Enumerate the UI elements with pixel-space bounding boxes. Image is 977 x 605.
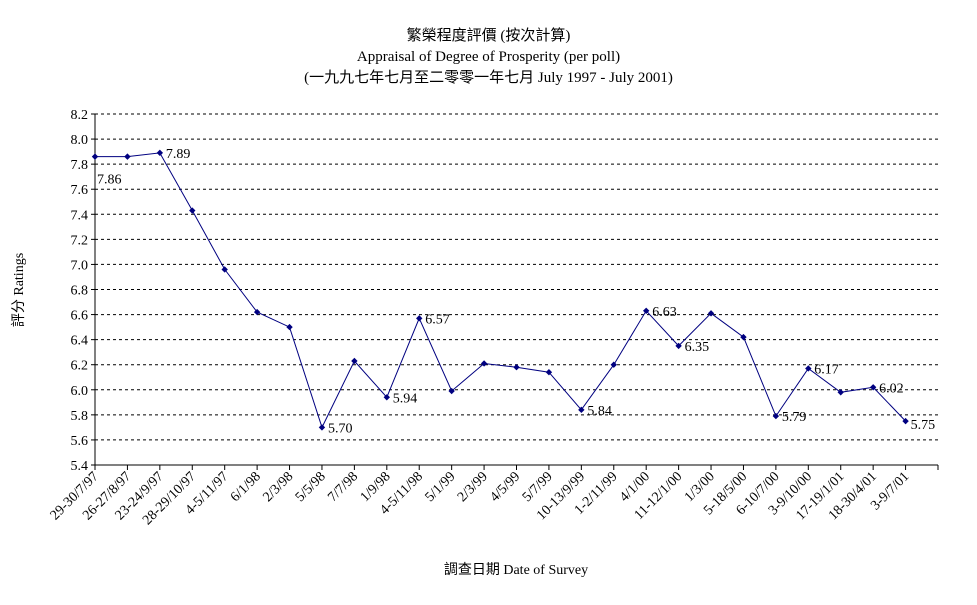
data-point bbox=[448, 387, 455, 395]
y-tick-label: 6.0 bbox=[71, 384, 89, 399]
data-point bbox=[221, 266, 228, 273]
data-point bbox=[772, 412, 780, 420]
x-tick-labels: 29-30/7/9726-27/8/9723-24/9/9728-29/10/9… bbox=[48, 469, 913, 528]
data-point bbox=[156, 149, 164, 157]
data-point bbox=[707, 310, 715, 317]
y-tick-label: 7.4 bbox=[71, 208, 89, 223]
data-point bbox=[545, 369, 553, 376]
y-tick-label: 5.8 bbox=[71, 409, 89, 424]
data-point bbox=[189, 207, 196, 214]
chart-subtitle-period: (一九九七年七月至二零零一年七月 July 1997 - July 2001) bbox=[304, 70, 673, 86]
y-tick-label: 7.2 bbox=[71, 233, 89, 248]
data-labels: 7.86 7.89 5.70 5.94 6.57 5.84 6.63 6.35 5.79 6.17… bbox=[97, 147, 935, 437]
data-point bbox=[610, 361, 617, 368]
data-point bbox=[351, 357, 358, 365]
y-tick-label: 6.2 bbox=[71, 359, 89, 374]
data-label: 6.17 bbox=[814, 362, 839, 377]
grid-lines bbox=[95, 113, 938, 441]
x-tick-label: 5/5/98 bbox=[293, 469, 329, 505]
data-point bbox=[286, 323, 293, 331]
y-tick-label: 5.6 bbox=[71, 434, 89, 449]
data-point bbox=[740, 333, 747, 341]
y-tick-labels: 5.4 5.6 5.8 6.0 6.2 6.4 6.6 6.8 7.0 7.2 7.4 7.6 7.8 8… bbox=[71, 108, 89, 474]
x-tick-label: 5/1/99 bbox=[423, 469, 459, 505]
data-label: 6.57 bbox=[425, 312, 450, 327]
data-label: 7.86 bbox=[97, 173, 122, 188]
data-label: 5.79 bbox=[782, 410, 807, 425]
title-block: 繁榮程度評價 (按次計算) Appraisal of Degree of Pro… bbox=[0, 26, 977, 89]
data-label: 5.94 bbox=[393, 391, 418, 406]
data-point bbox=[578, 406, 585, 414]
data-point bbox=[480, 360, 488, 367]
data-point bbox=[805, 365, 812, 372]
data-point bbox=[642, 307, 650, 315]
data-point bbox=[513, 364, 520, 371]
axes bbox=[91, 113, 939, 470]
y-tick-label: 7.8 bbox=[71, 158, 89, 173]
data-point bbox=[416, 315, 423, 322]
y-tick-label: 6.4 bbox=[71, 334, 89, 349]
x-axis-title: 調查日期 Date of Survey bbox=[444, 562, 588, 578]
data-label: 5.70 bbox=[328, 421, 353, 436]
data-point bbox=[869, 384, 877, 391]
data-label: 6.63 bbox=[652, 305, 677, 320]
y-tick-label: 7.6 bbox=[71, 183, 89, 198]
data-point bbox=[91, 153, 99, 160]
data-point bbox=[124, 153, 131, 160]
x-tick-label: 7/7/98 bbox=[325, 469, 361, 505]
data-point bbox=[837, 389, 844, 396]
chart-subtitle: Appraisal of Degree of Prosperity (per p… bbox=[356, 49, 621, 65]
series-rating bbox=[91, 149, 909, 431]
y-tick-label: 7.0 bbox=[71, 258, 89, 273]
x-tick-label: 2/3/99 bbox=[455, 469, 491, 505]
data-label: 6.02 bbox=[879, 381, 904, 396]
data-label: 5.75 bbox=[911, 418, 936, 433]
data-label: 5.84 bbox=[587, 404, 612, 419]
x-tick-label: 4/5/99 bbox=[487, 469, 523, 505]
data-point bbox=[902, 417, 909, 425]
data-label: 6.35 bbox=[685, 340, 710, 355]
data-point bbox=[675, 342, 682, 350]
y-tick-label: 8.0 bbox=[71, 133, 89, 148]
y-tick-label: 5.4 bbox=[71, 459, 89, 474]
series-line bbox=[95, 152, 906, 429]
x-tick-label: 6/1/98 bbox=[228, 469, 264, 505]
y-tick-label: 6.6 bbox=[71, 309, 89, 324]
data-point bbox=[318, 424, 326, 431]
data-label: 7.89 bbox=[166, 147, 191, 162]
y-axis-title: 評分 Ratings bbox=[11, 253, 27, 327]
y-tick-label: 6.8 bbox=[71, 284, 89, 299]
data-point bbox=[383, 394, 391, 401]
chart-title: 繁榮程度評價 (按次計算) bbox=[406, 28, 571, 44]
data-point bbox=[253, 308, 261, 316]
y-tick-label: 8.2 bbox=[71, 108, 89, 123]
x-tick-label: 2/3/98 bbox=[260, 469, 296, 505]
